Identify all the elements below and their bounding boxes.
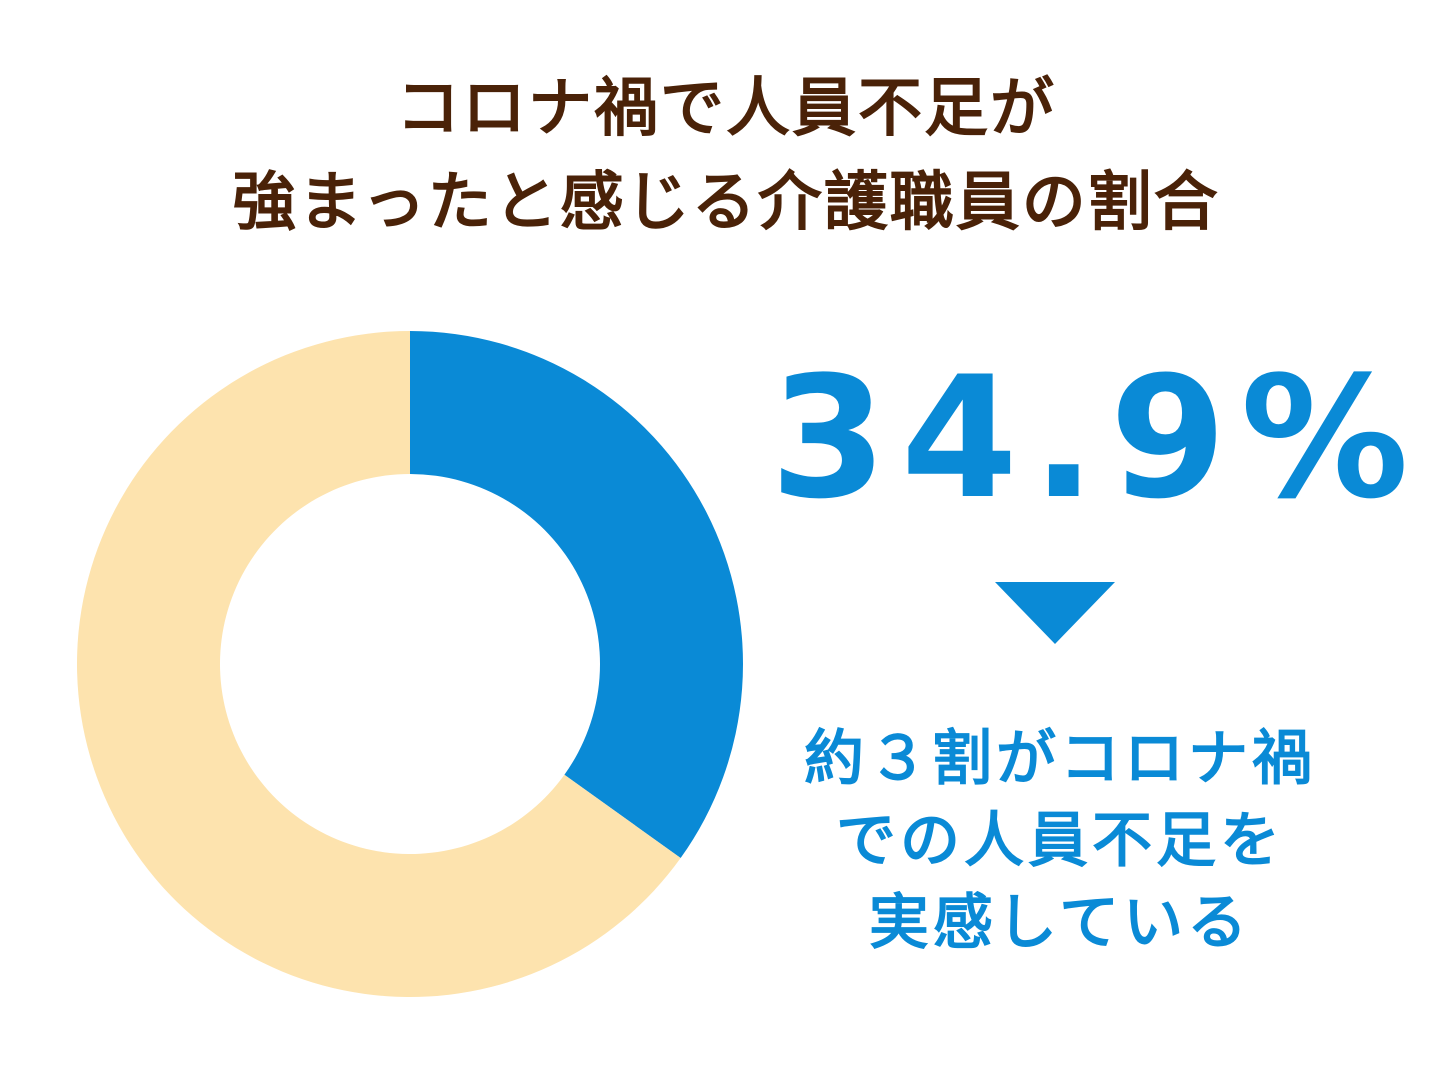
caption-text: 約３割がコロナ禍 での人員不足を 実感している <box>740 718 1380 964</box>
caption-line-1: 約３割がコロナ禍 <box>804 724 1316 794</box>
caption-line-2: での人員不足を <box>836 806 1284 876</box>
highlight-percentage: 34.9% <box>770 340 1423 536</box>
down-arrow-icon <box>995 582 1115 644</box>
donut-slice-1 <box>410 331 744 859</box>
chart-title: コロナ禍で人員不足が 強まったと感じる介護職員の割合 <box>0 62 1452 250</box>
chart-title-line-2: 強まったと感じる介護職員の割合 <box>232 166 1220 240</box>
chart-title-line-1: コロナ禍で人員不足が <box>396 72 1056 146</box>
donut-chart <box>77 331 744 997</box>
caption-line-3: 実感している <box>868 888 1252 958</box>
donut-slice-2 <box>77 331 681 997</box>
